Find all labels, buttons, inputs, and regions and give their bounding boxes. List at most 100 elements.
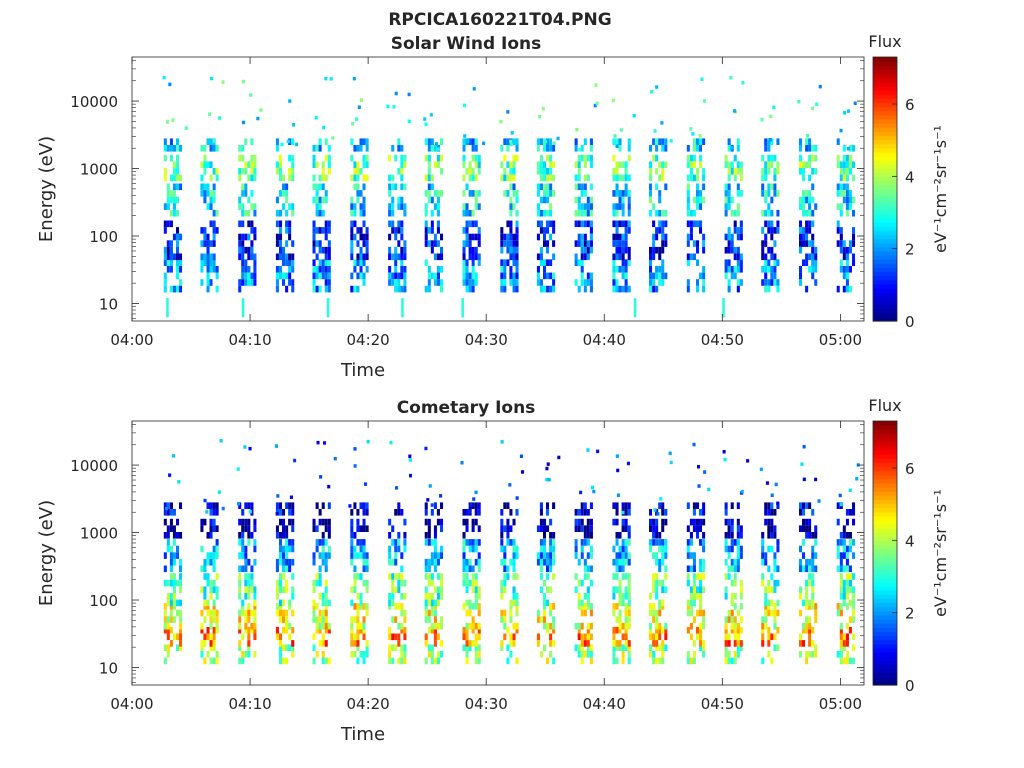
heatmap-cell: [506, 518, 510, 526]
heatmap-cell: [253, 616, 257, 623]
heatmap-cell: [727, 145, 731, 152]
heatmap-cell: [166, 539, 170, 546]
heatmap-cell: [203, 498, 207, 503]
heatmap-cell: [179, 573, 183, 580]
heatmap-cell: [388, 651, 392, 658]
heatmap-cell: [440, 651, 444, 658]
heatmap-cell: [552, 141, 556, 145]
heatmap-cell: [586, 626, 590, 634]
heatmap-cell: [285, 190, 289, 197]
heatmap-cell: [353, 220, 357, 228]
heatmap-cell: [776, 285, 780, 293]
colorbar-segment: [873, 421, 897, 426]
heatmap-cell: [163, 609, 167, 617]
heatmap-cell: [842, 183, 846, 191]
heatmap-cell: [627, 603, 631, 610]
colorbar-segment: [873, 222, 897, 227]
heatmap-cell: [764, 220, 768, 228]
heatmap-cell: [808, 565, 812, 573]
heatmap-cell: [440, 233, 444, 241]
heatmap-cell: [176, 227, 180, 234]
x-tick-label: 04:00: [110, 695, 153, 713]
heatmap-cell: [500, 174, 504, 182]
heatmap-cell: [388, 532, 392, 539]
heatmap-cell: [577, 626, 581, 634]
heatmap-cell: [515, 603, 519, 610]
heatmap-cell: [761, 633, 765, 641]
heatmap-cell: [627, 622, 631, 630]
heatmap-cell: [327, 502, 331, 509]
colorbar-segment: [873, 425, 897, 430]
heatmap-cell: [471, 565, 475, 573]
colorbar-segment: [873, 189, 897, 194]
heatmap-cell: [291, 626, 295, 634]
heatmap-cell: [767, 609, 771, 617]
heatmap-cell: [805, 502, 809, 509]
heatmap-cell: [353, 579, 357, 587]
heatmap-cell: [661, 599, 665, 607]
heatmap-cell: [649, 174, 653, 182]
heatmap-cell: [477, 622, 481, 630]
heatmap-cell: [842, 525, 846, 532]
heatmap-cell: [506, 240, 510, 247]
heatmap-cell: [200, 545, 204, 553]
heatmap-cell: [655, 573, 659, 580]
heatmap-cell: [811, 626, 815, 634]
heatmap-cell: [506, 644, 510, 651]
heatmap-cell: [776, 259, 780, 266]
heatmap-cell: [500, 518, 504, 526]
heatmap-cell: [619, 128, 623, 132]
heatmap-cell: [500, 558, 504, 566]
heatmap-cell: [212, 227, 216, 234]
heatmap-cell: [477, 168, 481, 175]
heatmap-cell: [244, 266, 248, 273]
heatmap-cell: [477, 586, 481, 593]
heatmap-cell: [689, 168, 693, 175]
heatmap-cell: [586, 586, 590, 593]
heatmap-cell: [733, 558, 737, 566]
heatmap-cell: [802, 161, 806, 168]
heatmap-cell: [169, 154, 173, 162]
heatmap-cell: [615, 253, 619, 261]
heatmap-cell: [275, 285, 279, 293]
heatmap-cell: [250, 586, 254, 593]
heatmap-cell: [500, 609, 504, 617]
heatmap-cell: [506, 573, 510, 580]
heatmap-cell: [506, 539, 510, 546]
heatmap-cell: [543, 196, 547, 204]
heatmap-cell: [549, 532, 553, 539]
heatmap-cell: [702, 644, 706, 651]
heatmap-cell: [580, 657, 584, 665]
heatmap-cell: [702, 285, 706, 293]
heatmap-cell: [658, 565, 662, 573]
heatmap-cell: [209, 259, 213, 266]
heatmap-cell: [539, 565, 543, 573]
heatmap-cell: [574, 525, 578, 532]
colorbar-segment: [873, 656, 897, 661]
heatmap-cell: [583, 174, 587, 182]
heatmap-cell: [686, 240, 690, 247]
heatmap-cell: [430, 622, 434, 630]
heatmap-cell: [761, 183, 765, 191]
heatmap-cell: [845, 203, 849, 210]
heatmap-cell: [621, 285, 625, 293]
heatmap-cell: [403, 616, 407, 623]
heatmap-cell: [808, 633, 812, 641]
heatmap-cell: [736, 532, 740, 539]
heatmap-cell: [739, 525, 743, 532]
heatmap-cell: [200, 586, 204, 593]
heatmap-cell: [212, 657, 216, 665]
heatmap-cell: [761, 240, 765, 247]
heatmap-cell: [203, 161, 207, 168]
heatmap-cell: [247, 633, 251, 641]
heatmap-cell: [724, 573, 728, 580]
heatmap-cell: [658, 644, 662, 651]
heatmap-cell: [577, 579, 581, 587]
heatmap-cell: [200, 145, 204, 152]
heatmap-cell: [512, 272, 516, 280]
heatmap-cell: [724, 593, 728, 600]
heatmap-cell: [424, 603, 428, 610]
heatmap-cell: [206, 573, 210, 580]
heatmap-cell: [291, 240, 295, 247]
heatmap-cell: [773, 240, 777, 247]
